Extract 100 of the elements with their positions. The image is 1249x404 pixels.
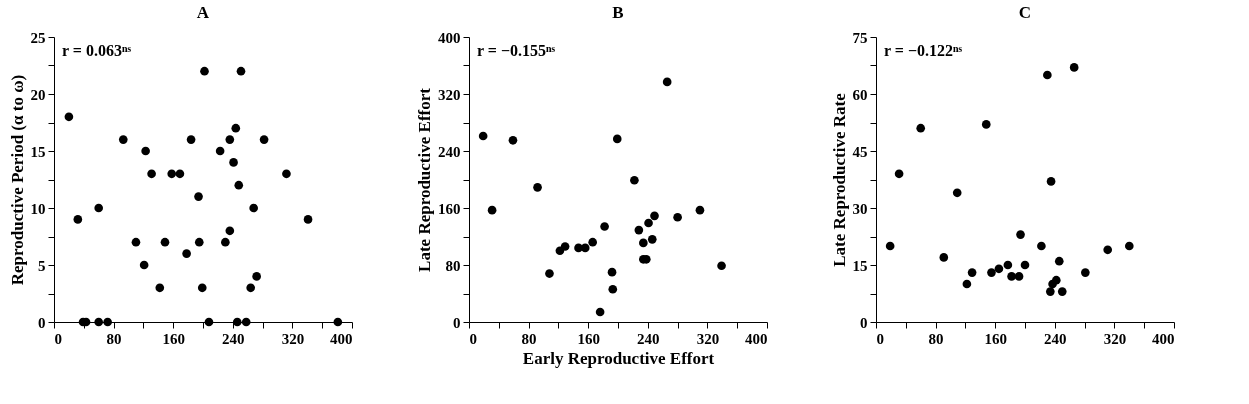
point — [545, 269, 554, 278]
y-axis-title: Reproductive Period (α to ω) — [7, 74, 27, 286]
x-tick-label: 320 — [1103, 330, 1127, 347]
point — [1043, 70, 1052, 80]
annotation: r = −0.155ⁿˢ — [477, 42, 556, 59]
point — [1046, 177, 1056, 186]
x-tick-label: 160 — [162, 330, 185, 347]
point — [94, 317, 104, 327]
point — [600, 222, 609, 231]
point — [634, 225, 644, 235]
annotation: r = 0.063ⁿˢ — [62, 42, 132, 59]
point — [182, 249, 191, 258]
chart-title: A — [196, 3, 210, 22]
point — [1069, 63, 1079, 72]
point — [588, 237, 597, 247]
point — [333, 317, 343, 327]
point — [644, 218, 653, 228]
point — [608, 284, 618, 294]
point — [533, 183, 542, 192]
x-tick-label: 80 — [521, 330, 537, 347]
point — [1081, 268, 1090, 277]
point — [225, 226, 235, 236]
point — [303, 215, 313, 224]
point — [994, 264, 1004, 274]
y-tick-label: 320 — [438, 86, 461, 103]
point — [175, 169, 185, 179]
y-tick-label: 240 — [438, 143, 461, 160]
x-tick-label: 400 — [330, 330, 353, 347]
point — [131, 237, 141, 247]
point — [650, 211, 659, 221]
point — [595, 307, 605, 317]
point — [186, 135, 196, 144]
point — [118, 135, 128, 144]
point — [249, 203, 258, 213]
point — [194, 237, 204, 247]
point — [282, 169, 291, 179]
point — [252, 272, 261, 281]
point — [560, 242, 570, 251]
chart-title: C — [1018, 3, 1032, 22]
point — [234, 180, 244, 190]
point — [194, 192, 203, 201]
y-tick-label: 5 — [38, 257, 46, 274]
point — [981, 120, 991, 129]
point — [236, 66, 246, 76]
y-tick-label: 15 — [852, 257, 868, 274]
point — [167, 169, 177, 179]
point — [1124, 241, 1134, 251]
point — [885, 241, 895, 251]
point — [508, 135, 518, 145]
point — [1007, 272, 1016, 281]
point — [487, 205, 497, 215]
y-tick-label: 0 — [38, 314, 46, 331]
annotation: r = −0.122ⁿˢ — [884, 42, 963, 59]
y-axis-title: Late Reproductive Effort — [415, 87, 434, 272]
x-tick-label: 80 — [106, 330, 122, 347]
y-tick-label: 400 — [438, 29, 461, 46]
y-tick-label: 60 — [852, 86, 868, 103]
x-tick-label: 240 — [222, 330, 245, 347]
chart-title: B — [612, 3, 624, 22]
x-tick-label: 240 — [637, 330, 660, 347]
y-axis-title: Late Reproductive Rate — [829, 92, 849, 267]
y-tick-label: 75 — [852, 29, 868, 46]
point — [967, 268, 977, 277]
point — [139, 260, 149, 270]
y-tick-label: 0 — [860, 314, 868, 331]
point — [1016, 230, 1025, 239]
point — [1046, 287, 1055, 296]
x-tick-label: 0 — [54, 330, 62, 347]
point — [73, 215, 83, 224]
point — [695, 205, 705, 215]
x-tick-label: 400 — [1152, 330, 1175, 347]
x-tick-label: 240 — [1044, 330, 1067, 347]
y-tick-label: 15 — [30, 143, 46, 160]
point — [916, 123, 926, 133]
point — [894, 169, 904, 179]
point — [647, 235, 657, 244]
point — [630, 175, 639, 185]
x-tick-label: 160 — [577, 330, 600, 347]
point — [94, 203, 104, 213]
point — [259, 135, 269, 144]
x-tick-label: 320 — [281, 330, 305, 347]
point — [215, 146, 225, 156]
point — [103, 317, 112, 327]
point — [1103, 245, 1113, 255]
point — [987, 268, 996, 277]
point — [229, 158, 238, 167]
x-tick-label: 160 — [984, 330, 1007, 347]
y-tick-label: 45 — [852, 143, 868, 160]
y-tick-label: 20 — [30, 86, 46, 103]
point — [673, 212, 682, 222]
x-tick-label: 400 — [745, 330, 768, 347]
point — [231, 123, 241, 133]
x-tick-label: 320 — [696, 330, 720, 347]
x-tick-label: 0 — [469, 330, 477, 347]
point — [141, 146, 150, 156]
point — [241, 317, 251, 327]
point — [1014, 272, 1024, 281]
point — [155, 283, 165, 293]
point — [232, 317, 242, 327]
point — [1057, 287, 1067, 296]
